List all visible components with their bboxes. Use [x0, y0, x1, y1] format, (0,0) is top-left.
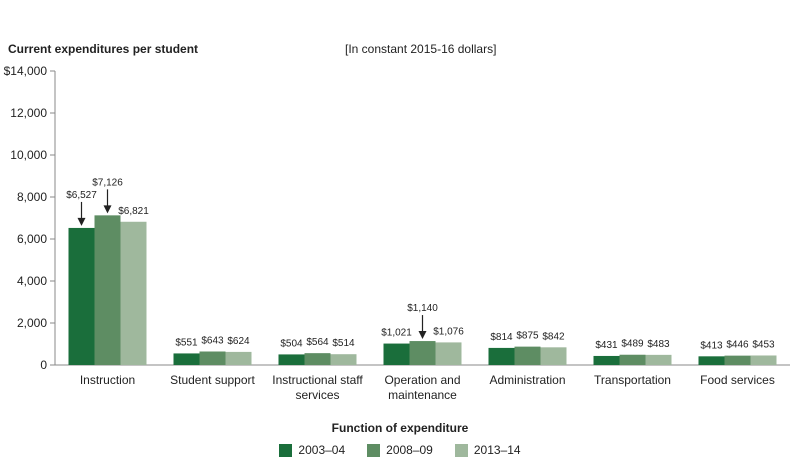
category-label: Food services — [700, 373, 775, 387]
y-tick-label: 10,000 — [10, 148, 47, 162]
category-label: maintenance — [388, 388, 457, 402]
data-label: $504 — [280, 338, 303, 349]
y-tick-label: 8,000 — [17, 190, 47, 204]
data-label: $413 — [700, 340, 723, 351]
legend-swatch — [279, 443, 293, 457]
category-label: Instructional staff — [272, 373, 363, 387]
category-label: Instruction — [80, 373, 135, 387]
y-axis-title: Current expenditures per student — [8, 42, 199, 56]
data-label: $814 — [490, 332, 513, 343]
bar — [540, 347, 567, 365]
legend-item-series-2: 2008–09 — [367, 443, 433, 457]
x-axis-title: Function of expenditure — [331, 421, 469, 435]
category-label: Transportation — [594, 373, 671, 387]
bar — [304, 353, 331, 365]
bar — [488, 347, 515, 365]
data-label: $431 — [595, 340, 618, 351]
legend-label: 2013–14 — [473, 443, 521, 457]
bar — [68, 227, 95, 365]
data-label: $564 — [306, 337, 329, 348]
bar — [593, 355, 620, 365]
bar-chart: 0 2,000 4,000 6,000 8,000 10,000 12,000 $14,000… — [4, 64, 790, 402]
category-label: Operation and — [384, 373, 460, 387]
data-label: $624 — [227, 336, 250, 347]
legend-swatch — [454, 443, 468, 457]
y-tick-label: 0 — [40, 358, 47, 372]
bar — [698, 356, 725, 365]
data-label: $514 — [332, 338, 355, 349]
data-label: $1,021 — [381, 328, 412, 339]
label-arrowhead — [103, 205, 112, 214]
category-label: services — [295, 388, 339, 402]
label-arrowhead — [77, 217, 86, 226]
data-label: $875 — [516, 331, 539, 342]
bar — [173, 353, 200, 365]
y-tick-label: 12,000 — [10, 106, 47, 120]
y-tick-label: 4,000 — [17, 274, 47, 288]
bar — [94, 215, 121, 365]
data-label: $7,126 — [92, 177, 123, 188]
y-tick-label: 6,000 — [17, 232, 47, 246]
bar — [514, 346, 541, 365]
legend-swatch — [367, 443, 381, 457]
bar — [409, 341, 436, 365]
bar — [645, 354, 672, 365]
data-label: $489 — [621, 339, 644, 350]
data-label: $1,076 — [433, 326, 464, 337]
data-label: $551 — [175, 337, 198, 348]
data-label: $6,527 — [66, 190, 97, 201]
data-label: $453 — [752, 339, 775, 350]
bar — [278, 354, 305, 365]
legend-item-series-1: 2003–04 — [279, 443, 345, 457]
data-label: $446 — [726, 340, 749, 351]
y-tick-label: 2,000 — [17, 316, 47, 330]
bar — [120, 221, 147, 365]
legend-label: 2003–04 — [298, 443, 346, 457]
bar — [383, 343, 410, 365]
units-note: [In constant 2015-16 dollars] — [345, 42, 497, 56]
bar — [225, 351, 252, 365]
y-tick-label: $14,000 — [4, 64, 48, 78]
bar — [750, 355, 777, 365]
label-arrowhead — [418, 331, 427, 340]
data-label: $483 — [647, 339, 670, 350]
data-label: $643 — [201, 335, 224, 346]
bar — [330, 354, 357, 365]
legend-label: 2008–09 — [386, 443, 433, 457]
data-label: $1,140 — [407, 303, 438, 314]
data-label: $842 — [542, 331, 565, 342]
bar — [435, 342, 462, 365]
legend: 2003–04 2008–09 2013–14 — [0, 443, 800, 457]
bar — [619, 354, 646, 365]
legend-item-series-3: 2013–14 — [454, 443, 521, 457]
data-label: $6,821 — [118, 206, 149, 217]
category-label: Student support — [170, 373, 255, 387]
bar — [724, 355, 751, 365]
bar — [199, 351, 226, 365]
category-label: Administration — [489, 373, 565, 387]
